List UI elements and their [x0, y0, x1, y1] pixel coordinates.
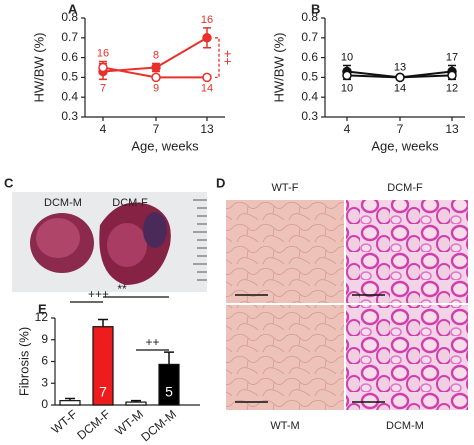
n-label: 16: [97, 47, 109, 59]
image-label: WT-M: [270, 420, 299, 432]
x-tick-label: 13: [445, 122, 459, 136]
panel-letter: A: [68, 1, 78, 16]
marker: [151, 72, 161, 83]
y-tick-label: 3: [41, 375, 48, 389]
bar: [125, 401, 147, 406]
ruler: [193, 199, 207, 281]
panel-letter: C: [4, 175, 14, 190]
error-bar: [98, 318, 108, 327]
y-tick-label: 9: [41, 332, 48, 346]
heart-highlight: [36, 218, 80, 258]
photo-label: DCM-F: [112, 197, 148, 209]
x-axis-label: Age, weeks: [131, 138, 199, 153]
n-label: 14: [201, 82, 213, 94]
marker: [98, 62, 108, 73]
y-tick-label: 0.6: [61, 50, 78, 64]
y-tick-label: 0.5: [301, 70, 318, 84]
n-label: 5: [165, 384, 173, 400]
n-label: 16: [201, 14, 213, 26]
significance-bracket: [215, 37, 220, 79]
panel-letter: E: [38, 301, 47, 316]
annotation: +++: [88, 287, 109, 301]
marker: [202, 72, 212, 83]
y-tick-label: 0.3: [301, 109, 318, 123]
n-label: 12: [446, 82, 458, 94]
x-tick-label: DCM-M: [138, 407, 179, 444]
x-tick-label: 4: [344, 122, 351, 136]
n-label: 14: [394, 82, 406, 94]
y-tick-label: 0.8: [301, 10, 318, 24]
n-label: 9: [153, 82, 159, 94]
bar: [92, 326, 114, 406]
n-label: 7: [99, 384, 107, 400]
y-tick-label: 0: [41, 397, 48, 411]
y-tick-label: 12: [35, 310, 49, 324]
y-tick-label: 0.7: [301, 30, 318, 44]
image-label: DCM-F: [387, 182, 423, 194]
scale-bar: [235, 294, 385, 403]
annotation: ++: [145, 335, 159, 349]
x-tick-label: 13: [200, 122, 214, 136]
y-tick-label: 0.4: [301, 89, 318, 103]
y-tick-label: 6: [41, 354, 48, 368]
x-axis-label: Age, weeks: [371, 138, 439, 153]
panel-letter: B: [311, 1, 320, 16]
x-tick-label: 7: [153, 122, 160, 136]
y-tick-label: 0.5: [61, 70, 78, 84]
annotation: **: [117, 282, 127, 296]
y-tick-label: 0.6: [301, 50, 318, 64]
y-tick-label: 0.3: [61, 109, 78, 123]
y-tick-label: 0.8: [61, 10, 78, 24]
bar: [158, 363, 180, 406]
n-label: 10: [341, 82, 353, 94]
annotation: ++: [221, 50, 236, 65]
heart-highlight: [107, 223, 147, 267]
marker: [202, 33, 212, 43]
y-tick-label: 0.4: [61, 89, 78, 103]
n-label: 17: [446, 51, 458, 63]
histology-image: [346, 200, 468, 303]
n-label: 7: [100, 82, 106, 94]
marker: [151, 62, 161, 73]
histology-image: [226, 305, 344, 410]
n-label: 8: [153, 49, 159, 61]
y-tick-label: 0.7: [61, 30, 78, 44]
image-label: DCM-M: [386, 420, 424, 432]
x-tick-label: DCM-F: [74, 407, 113, 443]
panel-letter: D: [216, 175, 225, 190]
marker: [342, 70, 352, 81]
y-axis-label: Fibrosis (%): [16, 327, 31, 396]
x-tick-label: 4: [100, 122, 107, 136]
y-axis-label: HW/BW (%): [271, 32, 286, 102]
photo-label: DCM-M: [44, 197, 82, 209]
x-tick-label: 7: [397, 122, 404, 136]
marker: [395, 72, 405, 83]
marker: [447, 70, 457, 81]
error-bar: [164, 351, 174, 365]
bar: [59, 400, 81, 406]
image-label: WT-F: [272, 182, 299, 194]
heart-shadow: [143, 212, 167, 248]
histology-image: [346, 305, 468, 410]
n-label: 10: [341, 51, 353, 63]
y-axis-label: HW/BW (%): [31, 32, 46, 102]
histology-image: [226, 200, 344, 303]
n-label: 13: [394, 61, 406, 73]
